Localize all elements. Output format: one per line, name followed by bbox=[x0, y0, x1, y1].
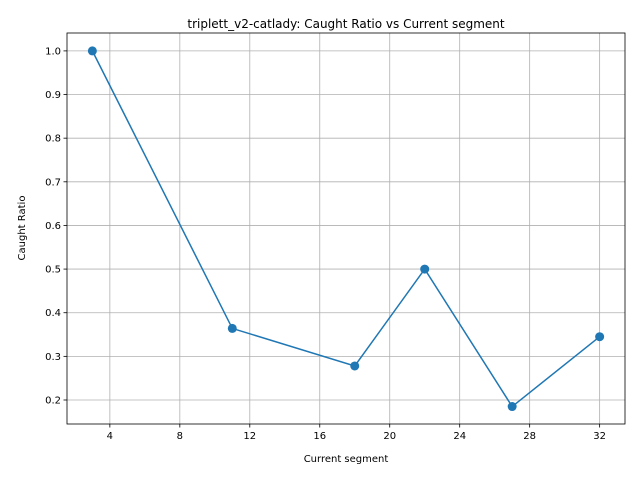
x-tick-label: 12 bbox=[243, 431, 256, 442]
data-point bbox=[350, 361, 360, 371]
x-tick-label: 32 bbox=[593, 431, 606, 442]
x-axis-label: Current segment bbox=[304, 454, 389, 465]
data-point bbox=[507, 402, 517, 412]
y-tick-label: 0.2 bbox=[45, 395, 61, 406]
series bbox=[87, 46, 605, 412]
chart-title: triplett_v2-catlady: Caught Ratio vs Cur… bbox=[187, 17, 505, 31]
x-tick-label: 20 bbox=[383, 431, 396, 442]
x-tick-label: 8 bbox=[177, 431, 183, 442]
plot-frame bbox=[66, 32, 626, 425]
x-ticks: 4 8 12 16 20 24 28 32 bbox=[107, 424, 606, 442]
y-ticks: 0.2 0.3 0.4 0.5 0.6 0.7 0.8 0.9 1.0 bbox=[45, 46, 67, 406]
y-tick-label: 0.6 bbox=[45, 221, 61, 232]
y-tick-label: 0.7 bbox=[45, 177, 61, 188]
y-tick-label: 1.0 bbox=[45, 46, 61, 57]
x-tick-label: 28 bbox=[523, 431, 536, 442]
y-tick-label: 0.4 bbox=[45, 308, 61, 319]
x-tick-label: 4 bbox=[107, 431, 113, 442]
data-point bbox=[420, 264, 430, 274]
y-axis-label: Caught Ratio bbox=[17, 196, 28, 261]
x-tick-label: 24 bbox=[453, 431, 466, 442]
data-point bbox=[227, 323, 237, 333]
y-tick-label: 0.9 bbox=[45, 90, 61, 101]
series-line bbox=[91, 50, 601, 408]
data-point bbox=[595, 332, 605, 342]
y-tick-label: 0.3 bbox=[45, 352, 61, 363]
y-tick-label: 0.5 bbox=[45, 265, 61, 276]
y-tick-label: 0.8 bbox=[45, 134, 61, 145]
x-tick-label: 16 bbox=[313, 431, 326, 442]
data-point bbox=[87, 46, 97, 56]
grid bbox=[67, 33, 625, 424]
